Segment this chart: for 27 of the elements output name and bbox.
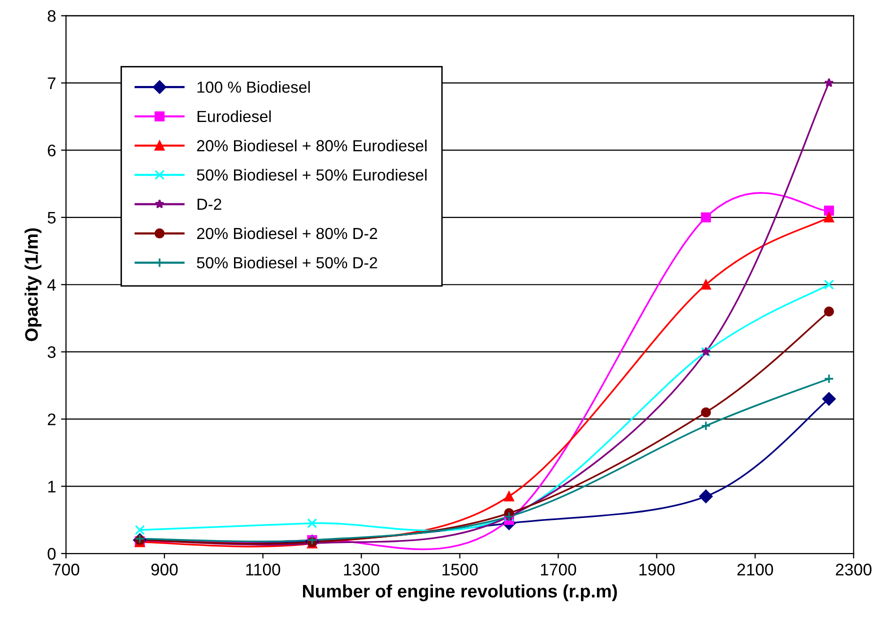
y-tick-label: 2 (48, 413, 56, 426)
legend-label: 50% Biodiesel + 50% D-2 (196, 256, 378, 268)
x-axis-title: Number of engine revolutions (r.p.m) (303, 584, 617, 602)
y-tick-label: 5 (48, 212, 56, 224)
x-tick-label: 1500 (442, 564, 478, 576)
y-tick-label: 7 (48, 78, 56, 89)
x-tick-label: 2300 (836, 564, 872, 576)
y-tick-label: 8 (48, 10, 56, 22)
y-tick-label: 6 (48, 144, 56, 156)
y-tick-label: 4 (47, 279, 56, 291)
y-tick-label: 1 (48, 480, 56, 492)
x-tick-label: 1300 (344, 564, 380, 576)
x-tick-label: 2100 (737, 564, 774, 576)
legend-label: D-2 (198, 198, 222, 210)
legend-label: 20% Biodiesel + 80% Eurodiesel (197, 140, 427, 152)
x-tick-label: 700 (52, 564, 80, 576)
y-tick-label: 3 (48, 346, 56, 358)
legend-label: 20% Biodiesel + 80% D-2 (197, 227, 378, 240)
y-axis-title: Opacity (1/m) (24, 228, 42, 342)
legend-label: Eurodiesel (198, 110, 271, 122)
y-tick-label: 0 (48, 548, 56, 560)
x-tick-label: 1100 (246, 564, 280, 576)
legend-label: 100 % Biodiesel (198, 81, 310, 93)
x-tick-label: 1900 (639, 564, 675, 576)
x-tick-label: 1700 (540, 564, 576, 576)
x-tick-label: 900 (151, 564, 178, 576)
legend-label: 50% Biodiesel + 50% Eurodiesel (196, 168, 427, 181)
